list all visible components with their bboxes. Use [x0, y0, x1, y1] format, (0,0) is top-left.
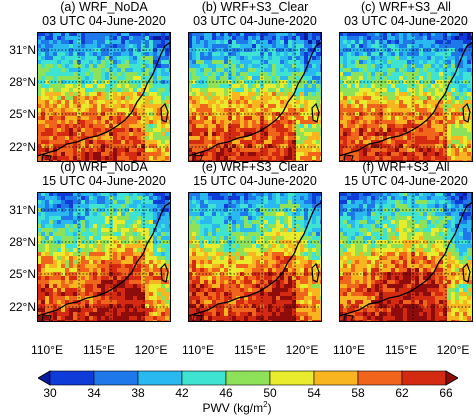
- panel-title: (c) WRF+S3_All: [361, 0, 451, 14]
- latitude-label: 22°N: [9, 140, 36, 154]
- latitude-label: 31°N: [9, 203, 36, 217]
- longitude-label: 115°E: [83, 343, 115, 357]
- latitude-label: 25°N: [9, 107, 36, 121]
- pwv-map: [339, 192, 473, 322]
- panel-time: 03 UTC 04-June-2020: [193, 14, 317, 28]
- colorbar-tick-label: 46: [219, 386, 233, 400]
- panel-title: (b) WRF+S3_Clear: [201, 0, 309, 14]
- pwv-map: [339, 32, 473, 162]
- colorbar-tick-label: 58: [351, 386, 365, 400]
- colorbar-tick-label: 34: [87, 386, 101, 400]
- colorbar-label-close: ): [267, 401, 272, 415]
- colorbar: [38, 370, 458, 386]
- colorbar-tick-label: 42: [175, 386, 189, 400]
- panel-title: (e) WRF+S3_Clear: [201, 160, 309, 174]
- longitude-label: 110°E: [182, 343, 214, 357]
- longitude-label: 110°E: [31, 343, 63, 357]
- latitude-label: 28°N: [9, 235, 36, 249]
- longitude-label: 120°E: [134, 343, 168, 357]
- panel-title: (d) WRF_NoDA: [60, 160, 148, 174]
- pwv-map: [37, 192, 171, 322]
- panel-time: 15 UTC 04-June-2020: [344, 174, 468, 188]
- panel-time: 03 UTC 04-June-2020: [344, 14, 468, 28]
- longitude-label: 120°E: [285, 343, 319, 357]
- colorbar-tick-label: 62: [395, 386, 409, 400]
- colorbar-label: PWV (kg/m2): [0, 400, 474, 415]
- panel-time: 15 UTC 04-June-2020: [193, 174, 317, 188]
- panel-title: (f) WRF+S3_All: [362, 160, 450, 174]
- longitude-label: 115°E: [385, 343, 417, 357]
- colorbar-tick-label: 54: [307, 386, 321, 400]
- latitude-label: 28°N: [9, 75, 36, 89]
- panel-time: 15 UTC 04-June-2020: [42, 174, 166, 188]
- colorbar-tick-label: 66: [439, 386, 453, 400]
- colorbar-tick-label: 38: [131, 386, 145, 400]
- colorbar-label-sup: 2: [263, 400, 268, 409]
- colorbar-tick-label: 30: [43, 386, 57, 400]
- longitude-label: 115°E: [234, 343, 266, 357]
- panel-time: 03 UTC 04-June-2020: [42, 14, 166, 28]
- latitude-label: 31°N: [9, 43, 36, 57]
- panel-title: (a) WRF_NoDA: [60, 0, 148, 14]
- longitude-label: 120°E: [436, 343, 470, 357]
- colorbar-label-text: PWV (kg/m: [202, 401, 264, 415]
- longitude-label: 110°E: [333, 343, 365, 357]
- latitude-label: 22°N: [9, 300, 36, 314]
- pwv-map: [188, 192, 322, 322]
- pwv-map: [37, 32, 171, 162]
- latitude-label: 25°N: [9, 267, 36, 281]
- pwv-map: [188, 32, 322, 162]
- colorbar-tick-label: 50: [263, 386, 277, 400]
